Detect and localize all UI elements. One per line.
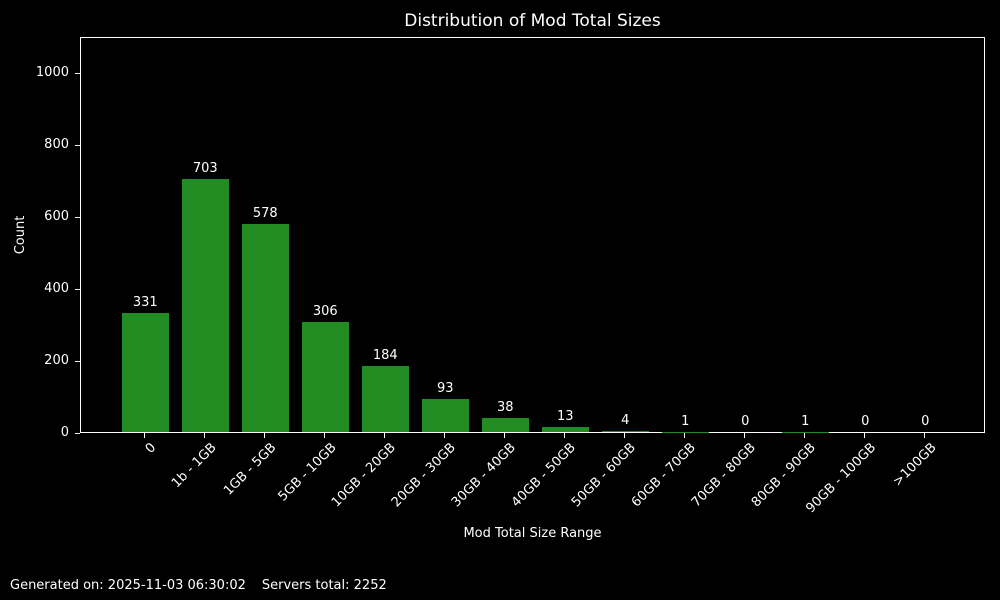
bar-value-label: 4 xyxy=(621,412,630,428)
bar xyxy=(601,430,649,432)
x-tick-mark xyxy=(204,433,206,438)
x-tick-label: >100GB xyxy=(889,440,940,490)
y-tick-mark xyxy=(75,144,80,146)
bar xyxy=(121,312,169,432)
x-tick-mark xyxy=(564,433,566,438)
x-tick-mark xyxy=(444,433,446,438)
y-tick-mark xyxy=(75,360,80,362)
y-tick-label: 200 xyxy=(44,353,69,368)
bar-value-label: 331 xyxy=(132,294,158,310)
bar-value-label: 13 xyxy=(557,409,574,425)
y-tick-label: 0 xyxy=(60,425,69,440)
y-tick-mark xyxy=(75,216,80,218)
bar xyxy=(181,178,229,432)
x-tick-mark xyxy=(804,433,806,438)
plot-area: 331 703 578 306 184 93 38 13 4 1 0 1 0 0 xyxy=(80,37,985,433)
footer: Generated on: 2025-11-03 06:30:02 Servers… xyxy=(10,579,387,593)
x-tick-label: 5GB - 10GB xyxy=(275,440,340,505)
bar-value-label: 0 xyxy=(861,414,870,429)
x-tick-label: 1GB - 5GB xyxy=(220,440,280,499)
x-tick-mark xyxy=(384,433,386,438)
bar-value-label: 184 xyxy=(372,347,398,363)
bar-value-label: 1 xyxy=(681,413,690,429)
bar-value-label: 38 xyxy=(497,400,514,416)
x-tick-mark xyxy=(684,433,686,438)
bar xyxy=(541,427,589,432)
x-tick-mark xyxy=(324,433,326,438)
x-tick-label: 0 xyxy=(142,440,160,457)
x-tick-mark xyxy=(504,433,506,438)
y-tick-label: 800 xyxy=(44,137,69,152)
x-tick-mark xyxy=(924,433,926,438)
servers-total: Servers total: 2252 xyxy=(261,578,387,593)
y-tick-mark xyxy=(75,288,80,290)
y-tick-mark xyxy=(75,72,80,74)
x-tick-mark xyxy=(624,433,626,438)
y-tick-label: 1000 xyxy=(35,65,69,80)
bar-value-label: 1 xyxy=(801,413,810,429)
y-tick-label: 600 xyxy=(44,209,69,224)
bar xyxy=(241,223,289,432)
y-tick-mark xyxy=(75,432,80,434)
bar-value-label: 93 xyxy=(437,380,454,396)
x-tick-mark xyxy=(864,433,866,438)
x-tick-mark xyxy=(744,433,746,438)
bar xyxy=(481,418,529,432)
bar-value-label: 703 xyxy=(192,160,218,176)
bar-value-label: 0 xyxy=(741,414,750,429)
bar-value-label: 578 xyxy=(252,205,278,221)
bar xyxy=(301,321,349,432)
x-tick-mark xyxy=(144,433,146,438)
y-tick-label: 400 xyxy=(44,281,69,296)
chart-title: Distribution of Mod Total Sizes xyxy=(404,11,661,31)
bar-value-label: 306 xyxy=(312,303,338,319)
x-tick-label: 1b - 1GB xyxy=(168,440,220,492)
x-axis-label: Mod Total Size Range xyxy=(463,526,602,541)
x-tick-mark xyxy=(264,433,266,438)
bar xyxy=(421,398,469,432)
generated-timestamp: Generated on: 2025-11-03 06:30:02 xyxy=(10,578,246,593)
bar-value-label: 0 xyxy=(921,414,930,429)
bar xyxy=(361,365,409,432)
